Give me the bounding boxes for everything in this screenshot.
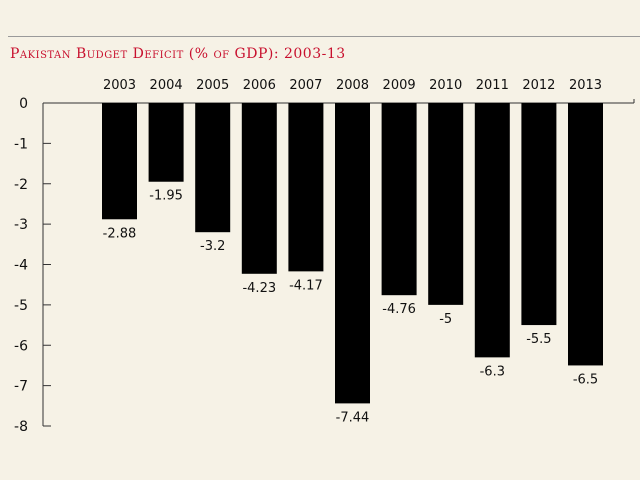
category-label: 2006 <box>243 78 276 93</box>
data-label: -1.95 <box>149 189 183 204</box>
y-tick-label: -1 <box>14 136 28 152</box>
y-tick-label: -3 <box>14 217 28 233</box>
bar <box>474 103 510 358</box>
data-label: -6.3 <box>480 364 505 379</box>
y-tick-label: -2 <box>14 177 28 193</box>
bar <box>428 103 464 305</box>
data-label: -4.17 <box>289 278 323 293</box>
data-label: -3.2 <box>200 239 225 254</box>
bar <box>288 103 324 272</box>
data-label: -6.5 <box>573 372 598 387</box>
category-label: 2008 <box>336 78 369 93</box>
bar <box>241 103 277 274</box>
bars <box>102 103 603 404</box>
bar <box>148 103 184 182</box>
data-label: -5 <box>439 312 452 327</box>
data-label: -7.44 <box>336 410 370 425</box>
category-label: 2011 <box>476 78 509 93</box>
category-label: 2003 <box>103 78 136 93</box>
data-labels: -2.88 -1.95 -3.2 -4.23 -4.17 -7.44 -4.76 -5 -6.3… <box>103 189 599 426</box>
bar <box>335 103 370 404</box>
y-tick-label: -7 <box>14 379 28 395</box>
category-label: 2009 <box>383 78 416 93</box>
data-label: -2.88 <box>103 226 137 241</box>
data-label: -4.23 <box>242 281 276 296</box>
category-label: 2012 <box>522 78 555 93</box>
y-tick-label: 0 <box>19 96 28 112</box>
category-label: 2010 <box>429 78 462 93</box>
y-tick-label: -5 <box>14 298 28 314</box>
category-label: 2005 <box>196 78 229 93</box>
bar <box>521 103 557 326</box>
category-label: 2004 <box>150 78 183 93</box>
chart-title: Pakistan Budget Deficit (% of GDP): 2003… <box>10 46 346 62</box>
y-axis: 0 -1 -2 -3 -4 -5 -6 -7 -8 <box>14 96 635 435</box>
y-tick-label: -4 <box>14 258 28 274</box>
top-rule <box>8 36 640 37</box>
bar <box>381 103 417 296</box>
bar <box>195 103 231 233</box>
category-label: 2007 <box>289 78 322 93</box>
bar <box>102 103 137 220</box>
data-label: -5.5 <box>526 332 551 347</box>
y-tick-label: -6 <box>14 338 28 354</box>
category-label: 2013 <box>569 78 602 93</box>
y-tick-label: -8 <box>14 419 28 435</box>
bar <box>568 103 603 366</box>
data-label: -4.76 <box>382 302 416 317</box>
category-labels: 2003 2004 2005 2006 2007 2008 2009 2010 2011 2012… <box>103 78 602 93</box>
